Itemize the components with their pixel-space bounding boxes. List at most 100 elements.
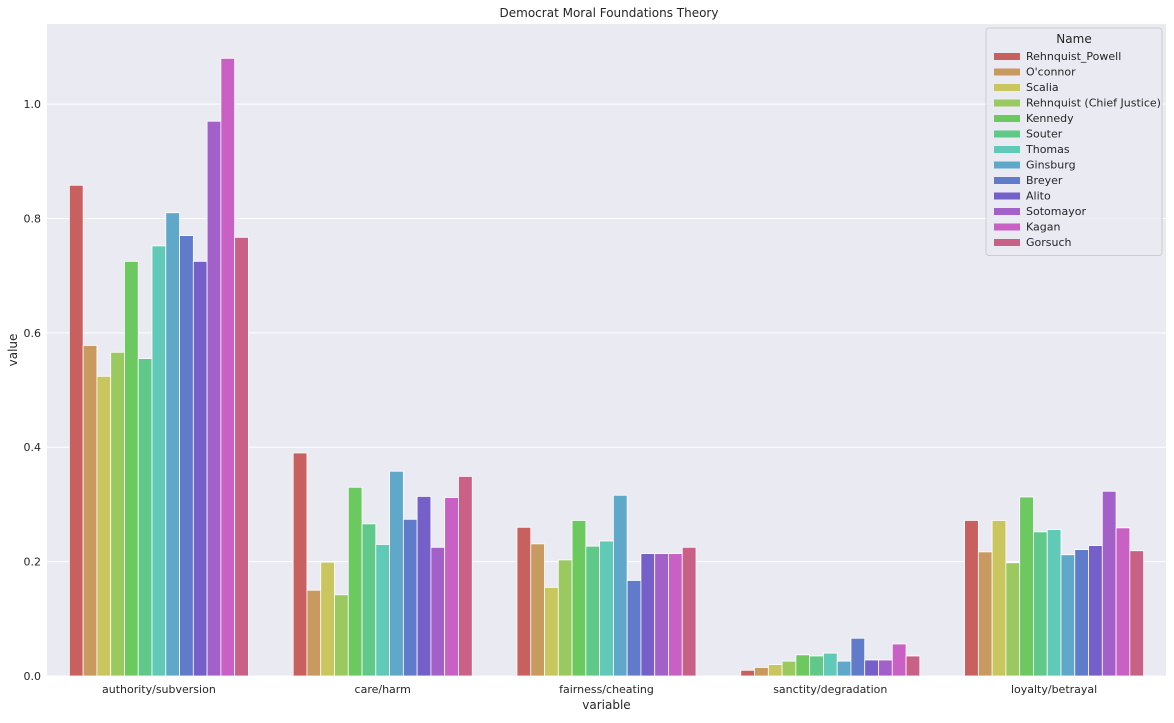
bar [1019, 496, 1034, 677]
bar [151, 245, 167, 677]
legend-swatch [994, 192, 1020, 200]
bar [82, 345, 98, 677]
legend-swatch [994, 84, 1020, 91]
y-tick-label: 0.4 [24, 441, 42, 454]
legend-swatch [994, 53, 1020, 60]
bar [781, 660, 797, 677]
bar [809, 655, 824, 677]
bar [571, 520, 587, 677]
bar [334, 594, 349, 677]
legend-entry: Breyer [1026, 174, 1063, 187]
legend-swatch [994, 115, 1020, 122]
bar [110, 351, 125, 677]
bar [179, 235, 194, 677]
y-axis-ticks: 0.0 0.2 0.4 0.6 0.8 1.0 [24, 98, 42, 683]
bar [347, 486, 363, 677]
legend-entry: Sotomayor [1026, 205, 1086, 218]
bar [878, 659, 893, 677]
x-axis-label: variable [582, 698, 630, 712]
bar [977, 551, 993, 677]
bar [1101, 490, 1117, 677]
x-tick-label: authority/subversion [102, 683, 216, 696]
bar [864, 659, 879, 677]
bar [402, 518, 418, 677]
x-tick-label: loyalty/betrayal [1011, 683, 1097, 696]
bar [823, 652, 838, 677]
bar [1005, 562, 1021, 677]
legend-entry: O'connor [1026, 66, 1076, 79]
bar [444, 497, 459, 677]
bar [458, 475, 473, 677]
legend-entry: Souter [1026, 128, 1063, 141]
bar [557, 559, 573, 677]
bar [668, 553, 683, 677]
legend-entry: Rehnquist_Powell [1026, 50, 1121, 63]
legend-swatch [994, 99, 1020, 107]
bar [1033, 531, 1048, 677]
bars [68, 57, 1145, 677]
bar [681, 546, 697, 677]
x-axis-ticks: authority/subversion care/harm fairness/ch… [102, 683, 1097, 696]
bar [767, 664, 783, 677]
bar [740, 669, 755, 677]
bar [654, 553, 669, 677]
bar [192, 260, 208, 677]
legend-entry: Ginsburg [1026, 159, 1076, 172]
bar [1088, 545, 1103, 677]
legend-title: Name [1056, 32, 1091, 46]
bar [124, 260, 139, 677]
bar [626, 580, 642, 677]
bar [850, 637, 866, 677]
y-tick-label: 0.2 [24, 556, 42, 569]
bar [612, 494, 628, 677]
bar [991, 520, 1007, 677]
bar [795, 654, 811, 677]
bar [1060, 554, 1076, 677]
y-tick-label: 0.6 [24, 327, 42, 340]
bar [1129, 550, 1145, 677]
y-tick-label: 0.0 [24, 670, 42, 683]
y-tick-label: 0.8 [24, 212, 42, 225]
bar [640, 553, 656, 677]
legend-swatch [994, 223, 1020, 231]
legend-entry: Thomas [1025, 143, 1070, 156]
legend-swatch [994, 146, 1020, 153]
bar [430, 546, 446, 677]
legend-swatch [994, 208, 1020, 215]
legend-swatch [994, 68, 1020, 76]
y-axis-label: value [6, 334, 20, 367]
bar [68, 184, 84, 677]
legend-swatch [994, 130, 1020, 138]
bar [905, 655, 921, 677]
bar [544, 586, 559, 677]
bar [530, 543, 545, 677]
legend-entry: Alito [1026, 190, 1051, 203]
bar [836, 660, 852, 677]
legend: Name Rehnquist_PowellO'connorScaliaRehnq… [985, 27, 1163, 256]
legend-swatch [994, 161, 1020, 169]
bar [585, 545, 601, 677]
chart-title: Democrat Moral Foundations Theory [500, 6, 719, 20]
y-tick-label: 1.0 [24, 98, 42, 111]
bar [1074, 549, 1089, 677]
bar [165, 212, 180, 677]
bar [292, 452, 308, 677]
bar [1115, 527, 1131, 677]
legend-entry: Kennedy [1026, 112, 1074, 125]
legend-items: Rehnquist_Powell O'connor Scalia Rehnquist … [994, 50, 1161, 249]
legend-entry: Kagan [1026, 221, 1060, 234]
legend-entry: Scalia [1026, 81, 1059, 94]
bar [516, 526, 532, 677]
bar [306, 589, 322, 677]
bar [389, 470, 404, 677]
bar [1046, 529, 1062, 677]
bar [361, 523, 377, 677]
bar [206, 120, 222, 677]
bar [416, 496, 432, 677]
bar [375, 544, 390, 677]
legend-swatch [994, 177, 1020, 184]
bar [891, 643, 907, 677]
bar [599, 540, 614, 677]
legend-swatch [994, 239, 1020, 246]
